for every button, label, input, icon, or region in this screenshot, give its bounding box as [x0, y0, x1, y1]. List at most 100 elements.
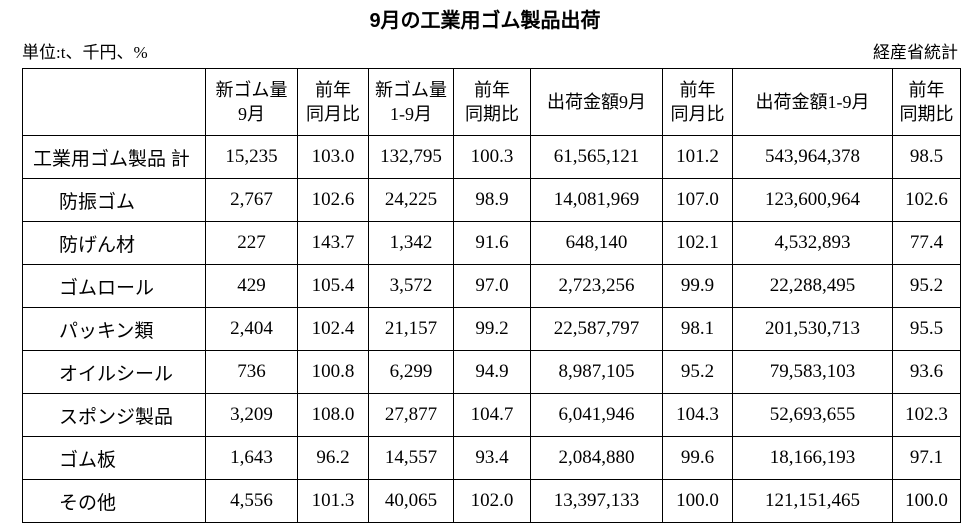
header-text: 新ゴム量 [215, 80, 288, 100]
header-text: 同期比 [899, 104, 954, 124]
header-text: 9月 [238, 104, 265, 124]
table-row: 防げん材 227 143.7 1,342 91.6 648,140 102.1 4,532,8… [22, 221, 961, 265]
row-label: その他 [22, 479, 206, 523]
value-cell: 227 [205, 221, 298, 265]
value-cell: 22,288,495 [732, 264, 893, 308]
corner-cell [22, 68, 206, 136]
value-cell: 18,166,193 [732, 436, 893, 480]
value-cell: 2,404 [205, 307, 298, 351]
value-cell: 27,877 [368, 393, 454, 437]
value-cell: 99.2 [453, 307, 531, 351]
header-cell: 前年 同期比 [453, 68, 531, 136]
row-label: 工業用ゴム製品 計 [22, 135, 206, 179]
value-cell: 132,795 [368, 135, 454, 179]
table-row: スポンジ製品 3,209 108.0 27,877 104.7 6,041,946 104.… [22, 393, 961, 437]
table-row: オイルシール 736 100.8 6,299 94.9 8,987,105 95.2 79,5… [22, 350, 961, 394]
header-text: 出荷金額1-9月 [755, 92, 870, 112]
value-cell: 104.3 [662, 393, 733, 437]
header-text: 新ゴム量 [375, 80, 447, 100]
value-cell: 543,964,378 [732, 135, 893, 179]
value-cell: 648,140 [530, 221, 663, 265]
value-cell: 99.6 [662, 436, 733, 480]
value-cell: 2,723,256 [530, 264, 663, 308]
value-cell: 61,565,121 [530, 135, 663, 179]
value-cell: 102.0 [453, 479, 531, 523]
table-row: パッキン類 2,404 102.4 21,157 99.2 22,587,797 98.1 2… [22, 307, 961, 351]
value-cell: 21,157 [368, 307, 454, 351]
row-label: オイルシール [22, 350, 206, 394]
value-cell: 99.9 [662, 264, 733, 308]
table-row: その他 4,556 101.3 40,065 102.0 13,397,133 100.0 1… [22, 479, 961, 523]
value-cell: 1,643 [205, 436, 298, 480]
row-label: スポンジ製品 [22, 393, 206, 437]
header-row: 新ゴム量 9月 前年 同月比 新ゴム量 1-9月 前年 同期比 出荷金額9月 前年 同月比 出荷金額1… [22, 68, 961, 136]
value-cell: 3,572 [368, 264, 454, 308]
data-table: 新ゴム量 9月 前年 同月比 新ゴム量 1-9月 前年 同期比 出荷金額9月 前年 同月比 出荷金額1… [22, 68, 961, 523]
value-cell: 123,600,964 [732, 178, 893, 222]
table-body: 工業用ゴム製品 計 15,235 103.0 132,795 100.3 61,565,1… [22, 135, 961, 523]
value-cell: 201,530,713 [732, 307, 893, 351]
value-cell: 102.4 [297, 307, 369, 351]
value-cell: 79,583,103 [732, 350, 893, 394]
header-cell: 前年 同月比 [297, 68, 369, 136]
row-label: 防げん材 [22, 221, 206, 265]
value-cell: 107.0 [662, 178, 733, 222]
value-cell: 96.2 [297, 436, 369, 480]
value-cell: 93.6 [892, 350, 961, 394]
header-cell: 新ゴム量 1-9月 [368, 68, 454, 136]
value-cell: 6,299 [368, 350, 454, 394]
value-cell: 98.9 [453, 178, 531, 222]
value-cell: 100.0 [662, 479, 733, 523]
header-text: 同期比 [465, 104, 519, 124]
header-cell: 新ゴム量 9月 [205, 68, 298, 136]
value-cell: 91.6 [453, 221, 531, 265]
value-cell: 4,556 [205, 479, 298, 523]
value-cell: 8,987,105 [530, 350, 663, 394]
value-cell: 108.0 [297, 393, 369, 437]
header-text: 前年 [679, 80, 716, 100]
header-text: 前年 [315, 80, 351, 100]
value-cell: 101.2 [662, 135, 733, 179]
value-cell: 102.1 [662, 221, 733, 265]
value-cell: 105.4 [297, 264, 369, 308]
table-row: 防振ゴム 2,767 102.6 24,225 98.9 14,081,969 107.0 1… [22, 178, 961, 222]
row-label: パッキン類 [22, 307, 206, 351]
row-label: 防振ゴム [22, 178, 206, 222]
value-cell: 98.1 [662, 307, 733, 351]
value-cell: 3,209 [205, 393, 298, 437]
value-cell: 22,587,797 [530, 307, 663, 351]
value-cell: 52,693,655 [732, 393, 893, 437]
value-cell: 6,041,946 [530, 393, 663, 437]
header-cell: 前年 同期比 [892, 68, 961, 136]
header-text: 前年 [474, 80, 510, 100]
value-cell: 102.6 [892, 178, 961, 222]
value-cell: 77.4 [892, 221, 961, 265]
value-cell: 121,151,465 [732, 479, 893, 523]
value-cell: 429 [205, 264, 298, 308]
header-text: 出荷金額9月 [547, 92, 646, 112]
value-cell: 95.2 [662, 350, 733, 394]
value-cell: 102.6 [297, 178, 369, 222]
value-cell: 100.8 [297, 350, 369, 394]
row-label: ゴム板 [22, 436, 206, 480]
value-cell: 98.5 [892, 135, 961, 179]
table-row: ゴムロール 429 105.4 3,572 97.0 2,723,256 99.9 22,28… [22, 264, 961, 308]
value-cell: 95.2 [892, 264, 961, 308]
value-cell: 15,235 [205, 135, 298, 179]
row-label: ゴムロール [22, 264, 206, 308]
value-cell: 100.0 [892, 479, 961, 523]
value-cell: 97.0 [453, 264, 531, 308]
value-cell: 4,532,893 [732, 221, 893, 265]
value-cell: 100.3 [453, 135, 531, 179]
value-cell: 40,065 [368, 479, 454, 523]
value-cell: 103.0 [297, 135, 369, 179]
value-cell: 143.7 [297, 221, 369, 265]
value-cell: 101.3 [297, 479, 369, 523]
value-cell: 93.4 [453, 436, 531, 480]
value-cell: 95.5 [892, 307, 961, 351]
value-cell: 24,225 [368, 178, 454, 222]
value-cell: 102.3 [892, 393, 961, 437]
value-cell: 13,397,133 [530, 479, 663, 523]
header-text: 前年 [908, 80, 945, 100]
